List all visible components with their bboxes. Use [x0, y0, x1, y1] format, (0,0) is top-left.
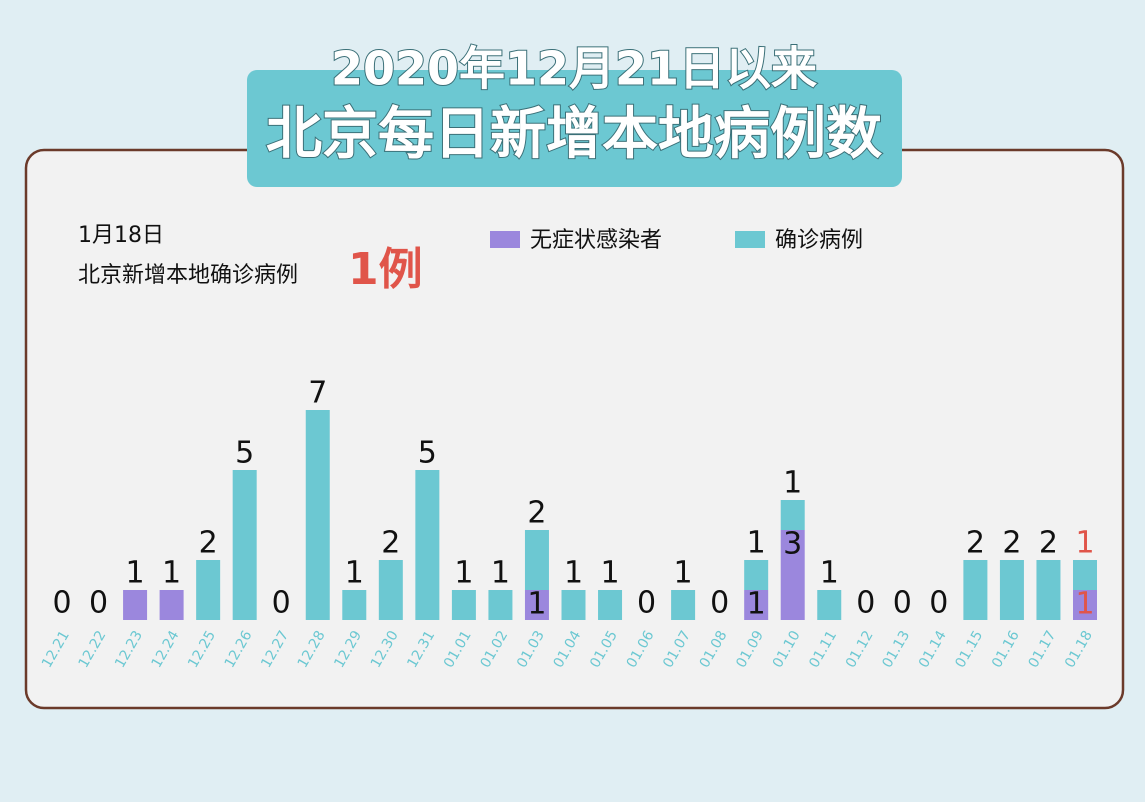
- legend-label: 确诊病例: [775, 228, 863, 253]
- bar-segment: [1036, 560, 1061, 620]
- value-label: 2: [1002, 526, 1021, 561]
- title-box: [247, 70, 902, 187]
- value-label: 2: [381, 526, 400, 561]
- bar-segment: [232, 470, 257, 620]
- value-label: 1: [126, 556, 145, 591]
- value-label: 1: [454, 556, 473, 591]
- summary-count: 1例: [348, 244, 423, 295]
- bar-segment: [598, 590, 623, 620]
- value-label: 0: [637, 586, 656, 621]
- value-label: 1: [564, 556, 583, 591]
- bar-segment: [524, 590, 549, 620]
- value-label: 5: [235, 436, 254, 471]
- value-label: 1: [600, 556, 619, 591]
- bar-segment: [342, 590, 367, 620]
- value-label: 1: [783, 466, 802, 501]
- value-label: 1: [162, 556, 181, 591]
- value-label: 0: [52, 586, 71, 621]
- value-label: 1: [747, 587, 766, 622]
- bar-segment: [305, 410, 330, 620]
- value-label: 1: [527, 587, 546, 622]
- value-label: 0: [893, 586, 912, 621]
- summary-text: 北京新增本地确诊病例: [78, 263, 298, 288]
- bar-segment: [123, 590, 148, 620]
- bar-segment: [744, 560, 769, 590]
- value-label: 1: [491, 556, 510, 591]
- bar-segment: [671, 590, 696, 620]
- value-label: 1: [1075, 526, 1094, 561]
- value-label: 2: [527, 496, 546, 531]
- title: 2020年12月21日以来: [331, 42, 817, 96]
- value-label: 1: [674, 556, 693, 591]
- value-label: 1: [820, 556, 839, 591]
- bar-segment: [488, 590, 513, 620]
- bar-segment: [524, 530, 549, 590]
- bar-segment: [744, 590, 769, 620]
- value-label: 0: [710, 586, 729, 621]
- value-label: 0: [272, 586, 291, 621]
- value-label: 0: [929, 586, 948, 621]
- value-label: 1: [345, 556, 364, 591]
- bar-segment: [561, 590, 586, 620]
- value-label: 3: [783, 527, 802, 562]
- bar-segment: [196, 560, 221, 620]
- value-label: 1: [1075, 587, 1094, 622]
- value-label: 7: [308, 376, 327, 411]
- bar-segment: [415, 470, 440, 620]
- bar-segment: [963, 560, 988, 620]
- bar-segment: [378, 560, 403, 620]
- bar-segment: [1073, 590, 1097, 620]
- bar-segment: [1073, 560, 1097, 590]
- title: 北京每日新增本地病例数: [266, 102, 882, 167]
- bar-segment: [817, 590, 842, 620]
- bar-segment: [451, 590, 476, 620]
- legend-label: 无症状感染者: [530, 228, 662, 253]
- value-label: 0: [89, 586, 108, 621]
- legend-swatch: [490, 231, 520, 248]
- legend-swatch: [735, 231, 765, 248]
- bar-segment: [999, 560, 1024, 620]
- value-label: 2: [1039, 526, 1058, 561]
- value-label: 2: [199, 526, 218, 561]
- summary-date: 1月18日: [78, 223, 164, 248]
- bar-segment: [780, 530, 805, 620]
- bar-segment: [159, 590, 184, 620]
- value-label: 2: [966, 526, 985, 561]
- bar-segment: [780, 500, 805, 530]
- value-label: 5: [418, 436, 437, 471]
- value-label: 1: [747, 526, 766, 561]
- value-label: 0: [856, 586, 875, 621]
